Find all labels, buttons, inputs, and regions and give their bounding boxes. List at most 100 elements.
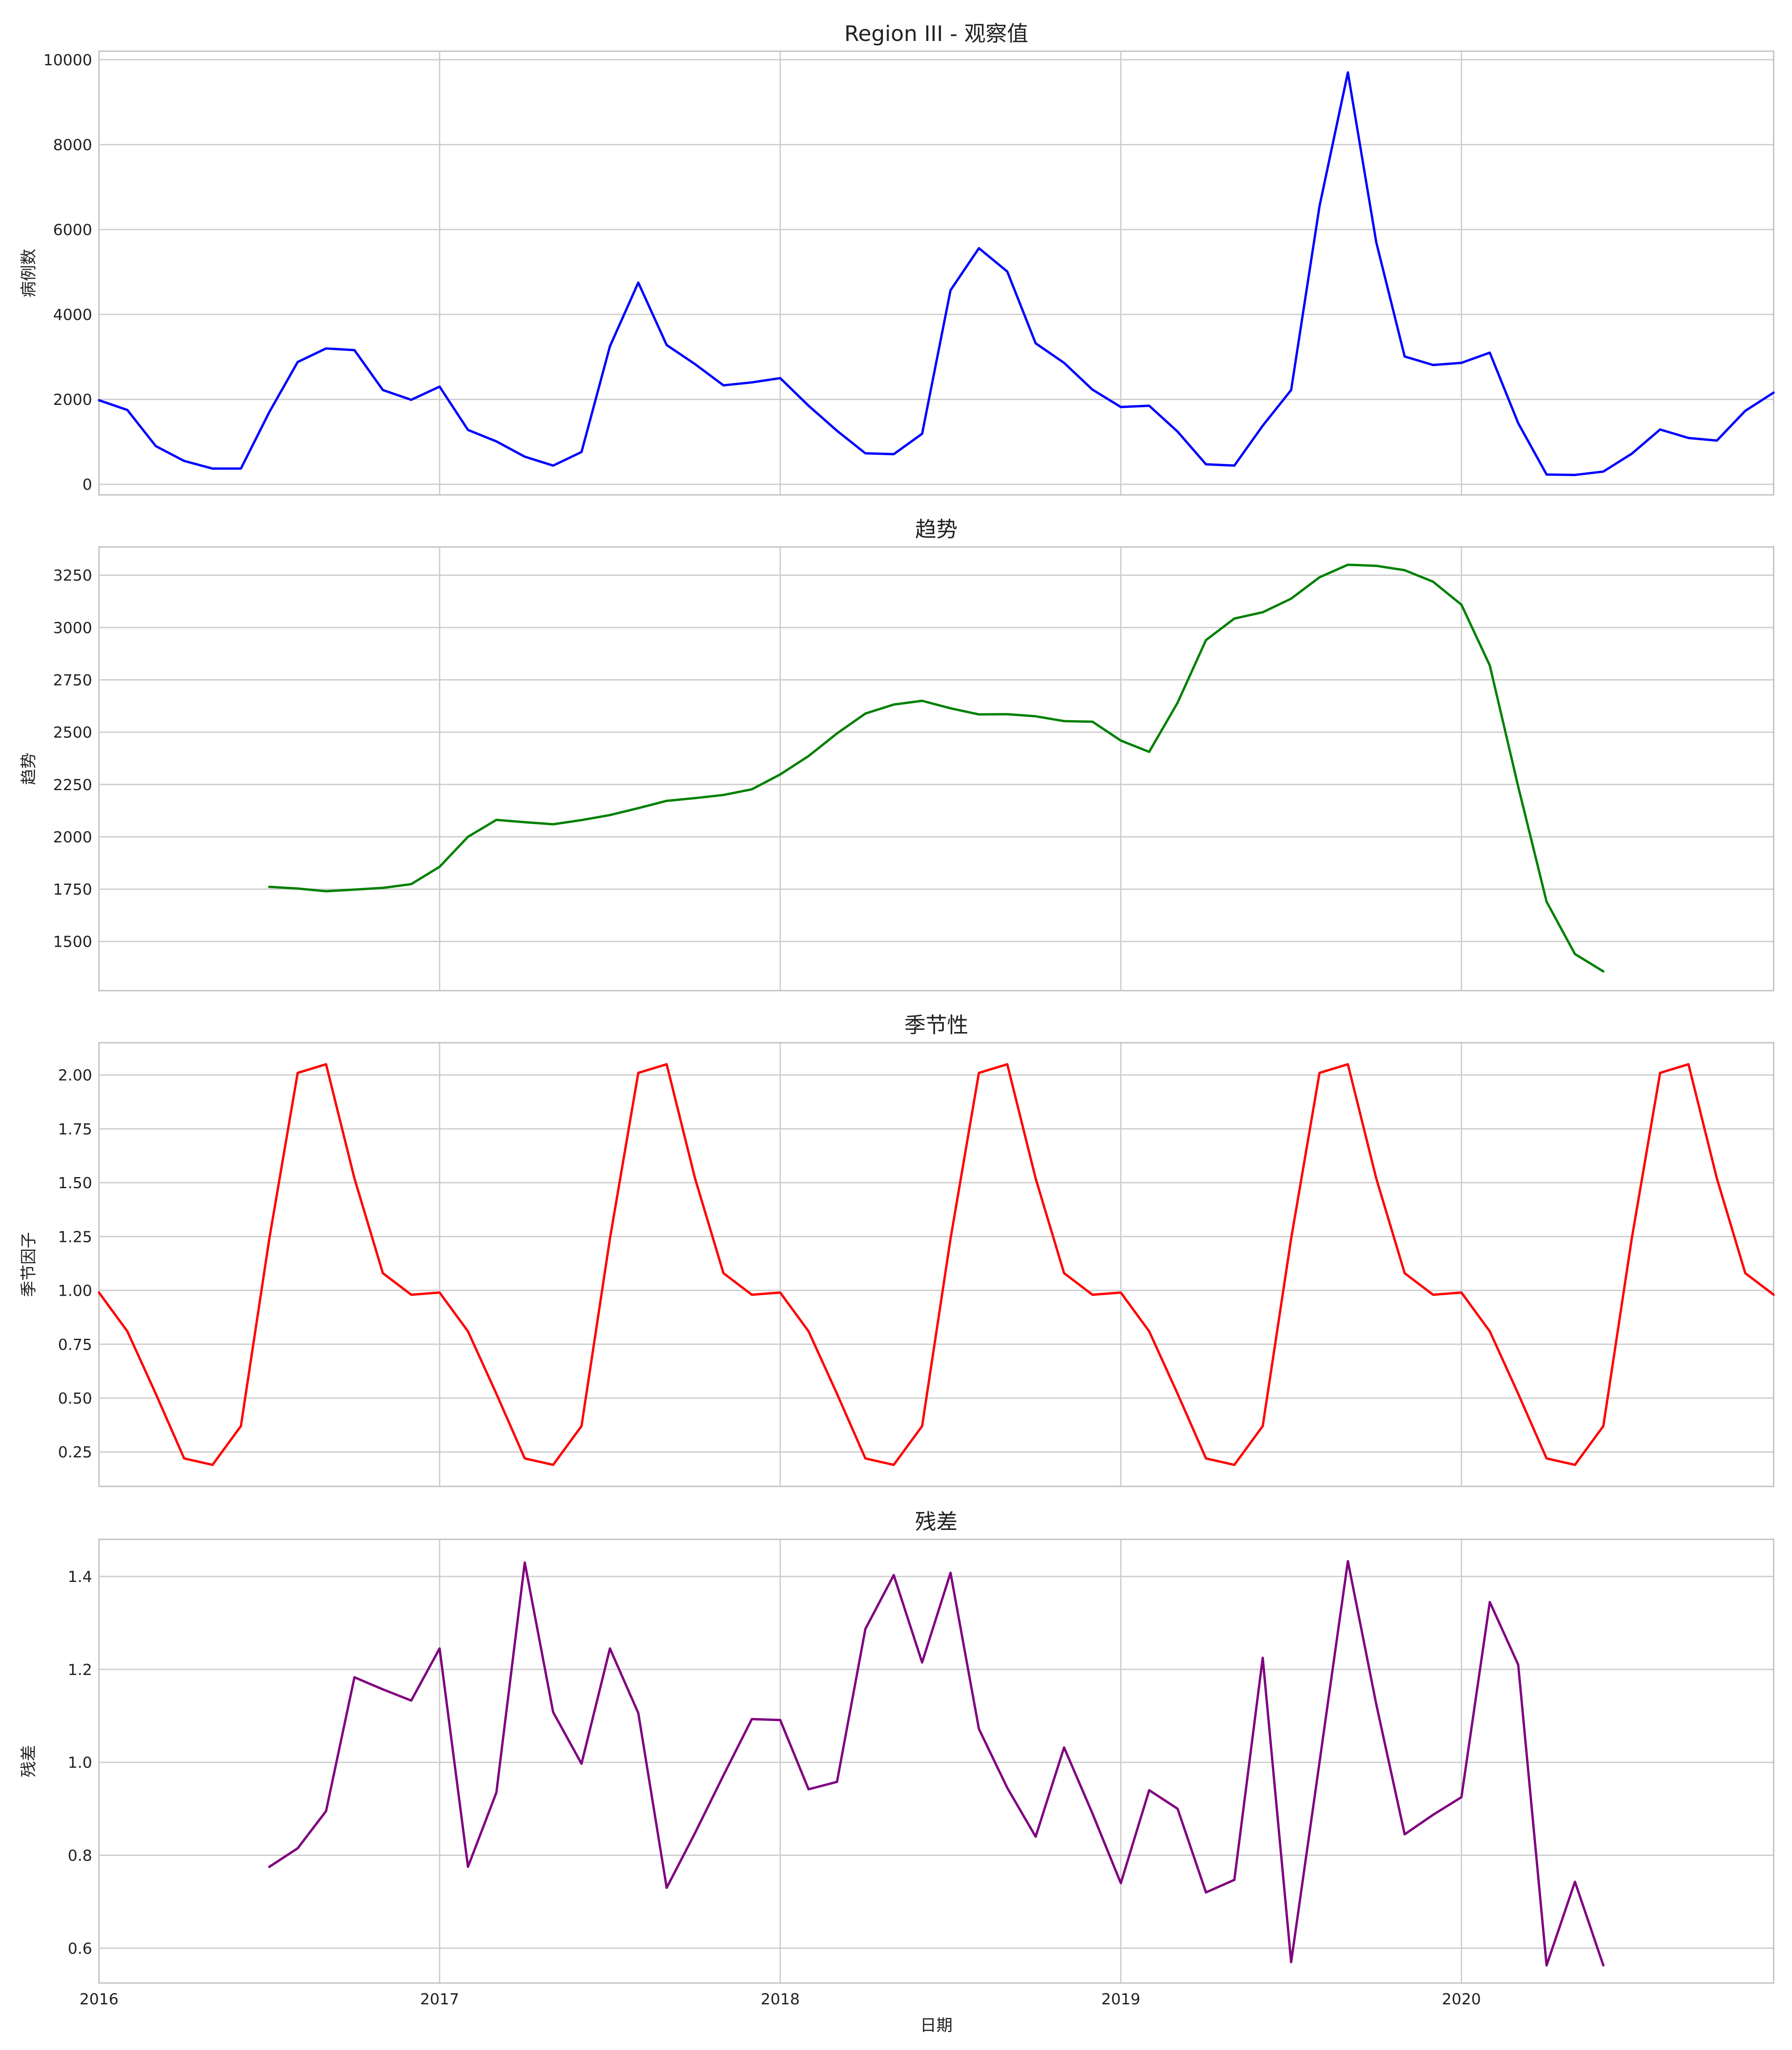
data-point — [637, 281, 640, 284]
data-point — [1063, 1746, 1065, 1749]
data-point — [1545, 1457, 1548, 1460]
x-tick-label: 2016 — [79, 1991, 119, 2008]
data-point — [381, 1272, 384, 1274]
data-point — [353, 349, 356, 352]
data-point — [1630, 452, 1633, 455]
data-point — [1432, 580, 1434, 583]
data-point — [893, 1574, 895, 1576]
data-point — [1233, 1464, 1236, 1466]
data-point — [580, 451, 583, 453]
data-point — [1347, 1063, 1349, 1065]
data-point — [694, 1177, 696, 1180]
data-point — [608, 814, 611, 816]
y-tick-label: 0.8 — [68, 1847, 92, 1865]
data-point — [98, 1291, 100, 1294]
data-point — [1148, 404, 1150, 407]
data-point — [1290, 1237, 1292, 1240]
data-point — [1063, 1272, 1065, 1274]
data-point — [666, 1063, 668, 1065]
plot-frame — [98, 1042, 1775, 1487]
data-point — [1204, 1457, 1207, 1460]
data-point — [1772, 391, 1775, 394]
y-axis-label: 季节因子 — [19, 1232, 38, 1297]
data-point — [1120, 1882, 1122, 1884]
data-point — [1148, 1789, 1150, 1791]
data-point — [1403, 355, 1406, 358]
data-point — [1318, 1072, 1321, 1074]
data-point — [1318, 205, 1321, 207]
data-point — [1489, 664, 1491, 667]
data-point — [1034, 715, 1037, 718]
plot-frame — [98, 1538, 1775, 1984]
data-point — [1744, 410, 1746, 412]
data-point — [1460, 603, 1463, 606]
data-point — [864, 1457, 867, 1460]
data-point — [949, 1571, 952, 1574]
y-axis-label: 残差 — [19, 1745, 38, 1777]
data-point — [353, 888, 356, 891]
data-point — [1176, 1808, 1179, 1810]
data-point — [1460, 1796, 1463, 1798]
data-point — [1006, 1787, 1009, 1789]
data-point — [694, 363, 696, 365]
data-point — [722, 1774, 725, 1777]
data-point — [1517, 785, 1519, 788]
data-point — [666, 344, 668, 346]
data-point — [751, 381, 753, 384]
data-point — [1375, 564, 1378, 567]
data-point — [921, 1661, 923, 1664]
data-point — [1262, 425, 1264, 427]
data-point — [921, 1425, 923, 1428]
data-point — [1148, 1330, 1150, 1333]
data-point — [1630, 1237, 1633, 1240]
data-point — [1517, 422, 1519, 425]
data-point — [1120, 406, 1122, 408]
data-point — [524, 1561, 526, 1564]
data-point — [977, 713, 980, 715]
data-point — [552, 823, 554, 826]
y-tick-label: 1.0 — [68, 1754, 92, 1772]
data-point — [297, 887, 299, 890]
x-tick-label: 2018 — [761, 1991, 800, 2008]
data-point — [893, 703, 895, 706]
data-point — [751, 1718, 753, 1720]
data-point — [495, 1791, 497, 1794]
data-point — [1460, 361, 1463, 364]
y-tick-label: 2000 — [53, 391, 92, 409]
data-point — [438, 385, 441, 388]
data-point — [836, 430, 838, 432]
data-point — [1176, 701, 1179, 704]
data-point — [722, 384, 725, 387]
data-point — [325, 890, 327, 893]
data-point — [1290, 597, 1292, 600]
data-point — [1034, 1835, 1037, 1838]
series-line — [98, 1063, 1775, 1466]
data-point — [467, 1866, 469, 1868]
data-point — [1148, 750, 1150, 753]
y-tick-label: 0.6 — [68, 1940, 92, 1957]
data-point — [410, 398, 413, 401]
data-point — [1318, 576, 1321, 579]
data-point — [467, 429, 469, 431]
data-point — [608, 1647, 611, 1650]
data-point — [325, 347, 327, 350]
data-point — [608, 345, 611, 348]
data-point — [240, 467, 242, 470]
plot-frame — [98, 50, 1775, 496]
data-point — [1517, 1393, 1519, 1395]
y-tick-label: 3000 — [53, 619, 92, 637]
data-point — [1517, 1663, 1519, 1666]
data-point — [1063, 361, 1065, 364]
data-point — [325, 1063, 327, 1065]
data-point — [751, 1294, 753, 1296]
x-tick-label: 2017 — [420, 1991, 459, 2008]
data-point — [438, 1647, 441, 1650]
data-point — [836, 1780, 838, 1783]
data-point — [1262, 1425, 1264, 1428]
data-point — [1716, 439, 1718, 442]
data-point — [1063, 720, 1065, 722]
panel-1: 0 2000 4000 6000 8000 10000 Region III - 观察值病例… — [19, 21, 1775, 496]
